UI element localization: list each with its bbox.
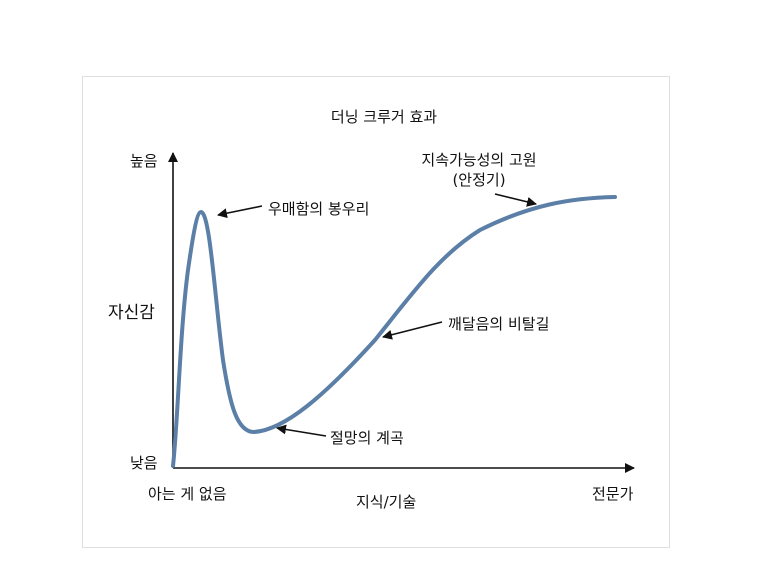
diagram-title: 더닝 크루거 효과: [330, 108, 438, 126]
diagram-frame: [82, 76, 670, 548]
x-axis-title: 지식/기술: [356, 493, 417, 511]
slope-annotation: 깨달음의 비탈길: [448, 315, 550, 333]
plateau-annotation-line1: 지속가능성의 고원: [421, 151, 537, 169]
valley-arrow: [276, 424, 327, 437]
y-axis-low-label: 낮음: [130, 454, 158, 472]
x-axis-end-label: 전문가: [592, 485, 634, 503]
slope-arrow: [382, 321, 443, 340]
plateau-arrow: [494, 193, 537, 207]
plateau-annotation: 지속가능성의 고원 (안정기): [408, 150, 550, 190]
x-axis-start-label: 아는 게 없음: [148, 485, 227, 503]
peak-annotation: 우매함의 봉우리: [268, 200, 370, 218]
y-axis-high-label: 높음: [130, 152, 158, 170]
plateau-annotation-line2: (안정기): [452, 171, 506, 189]
confidence-curve: [171, 195, 617, 468]
valley-annotation: 절망의 계곡: [330, 429, 404, 447]
peak-arrow: [217, 205, 263, 219]
y-axis-title: 자신감: [108, 303, 155, 323]
